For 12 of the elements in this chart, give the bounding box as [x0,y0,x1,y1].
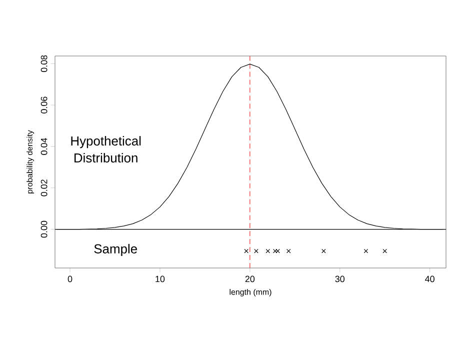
annotation: Sample [94,244,137,256]
y-tick-label: 0.04 [40,138,48,155]
x-tick-label: 0 [68,276,72,282]
x-tick-label: 40 [425,276,434,282]
y-tick-label: 0.00 [40,220,48,238]
y-tick-label: 0.06 [40,96,48,114]
x-tick-label: 30 [335,276,345,282]
y-tick-label: 0.02 [40,180,48,196]
y-tick-label: 0.08 [40,55,48,72]
x-tick-label: 20 [245,276,255,282]
annotation: Hypothetical Distribution [71,136,141,162]
x-tick-label: 10 [156,276,165,282]
